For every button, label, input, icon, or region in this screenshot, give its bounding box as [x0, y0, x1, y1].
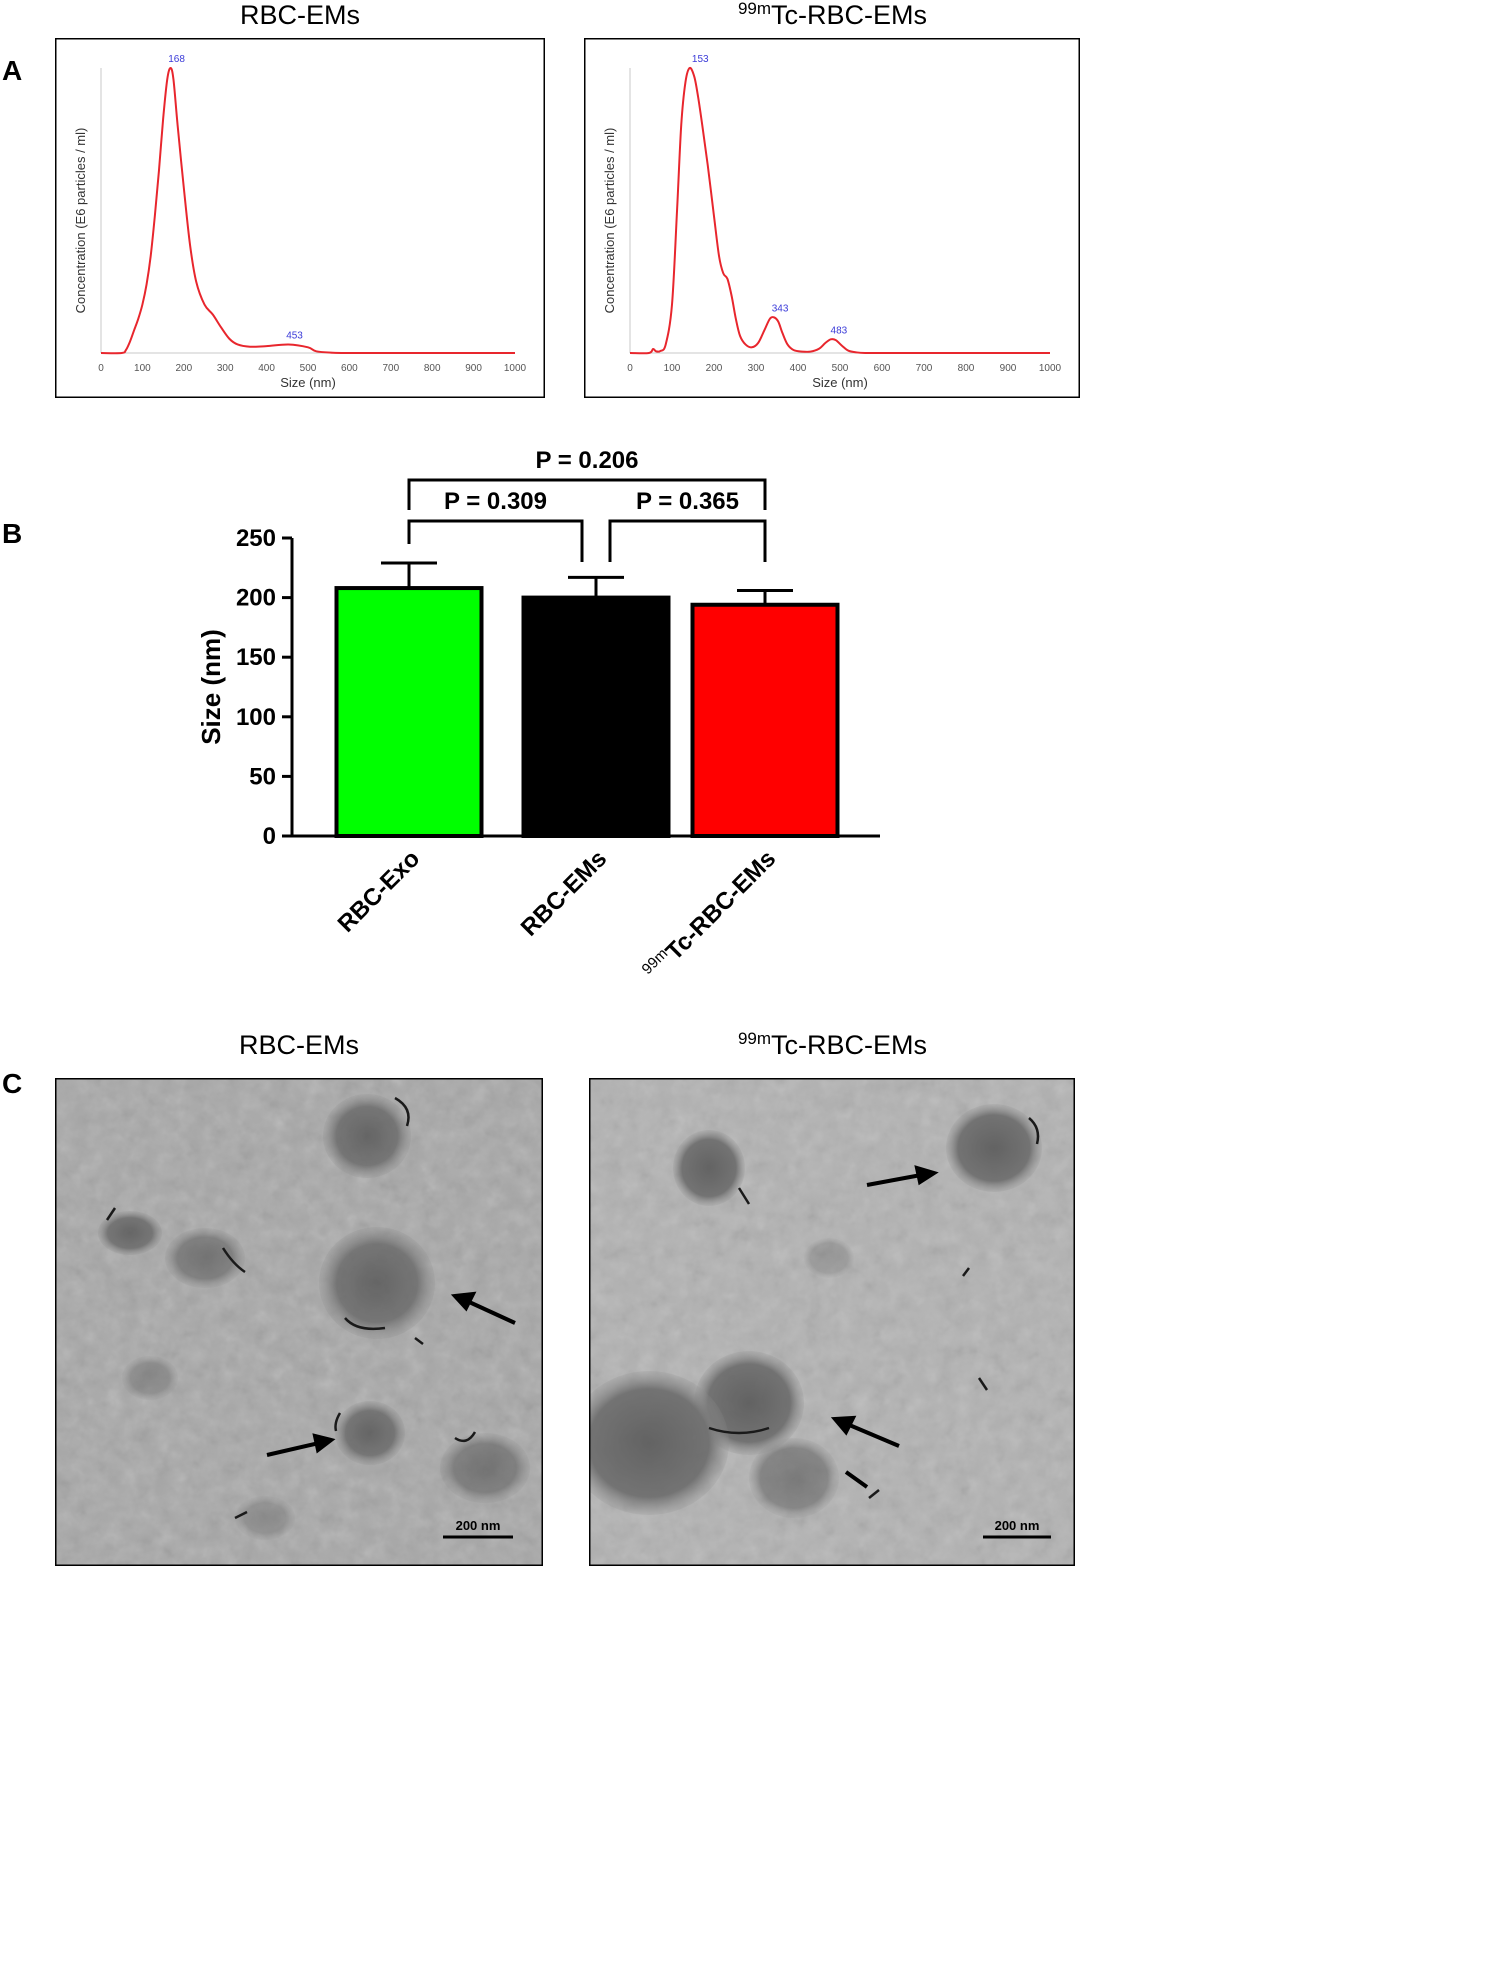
- arrows: [830, 1165, 939, 1489]
- peak-label: 153: [692, 54, 709, 65]
- panel-c-right-title-main: Tc-RBC-EMs: [771, 1030, 928, 1060]
- x-tick-label: 0: [627, 363, 633, 374]
- y-tick-label: 0: [263, 823, 276, 850]
- x-tick-label: 800: [958, 363, 975, 374]
- x-tick-label: 300: [748, 363, 765, 374]
- vesicles: [98, 1094, 530, 1540]
- y-tick-label: 250: [236, 525, 276, 552]
- panel-c-right-title-sup: 99m: [737, 1029, 772, 1048]
- y-tick-label: 50: [249, 763, 276, 790]
- x-tick-label: 0: [98, 363, 104, 374]
- bracket-exo-vs-ems-label: P = 0.309: [444, 488, 547, 515]
- nta-chart-99mtc-rbc-ems: 0 100 200 300 400 500 600 700 800 900 1000 Size (nm…: [584, 38, 1080, 398]
- x-tick-label: 200: [706, 363, 723, 374]
- x-tick-label: RBC-EMs: [516, 845, 612, 941]
- membrane-edges: [105, 1096, 477, 1520]
- size-distribution-line: [100, 66, 515, 355]
- bar-chart-size: 0 50 100 150 200 250 Size (nm) RBC-Exo RBC-EMs 99…: [196, 447, 880, 987]
- panel-a-right-title: 99mTc-RBC-EMs: [585, 0, 1080, 31]
- chart-frame: [584, 38, 1080, 398]
- x-tick-label: 500: [832, 363, 849, 374]
- scale-bar-label: 200 nm: [995, 1518, 1040, 1533]
- panel-a-right-title-sup: 99m: [737, 0, 772, 18]
- x-tick-label: 900: [465, 363, 482, 374]
- size-distribution-line: [629, 66, 1050, 355]
- bar-tc-rbc-ems: [690, 602, 840, 838]
- x-tick-label: 800: [424, 363, 441, 374]
- x-tick-label: 100: [134, 363, 151, 374]
- x-tick-label: 1000: [504, 363, 527, 374]
- panel-b-letter: B: [2, 518, 23, 549]
- bracket-exo-vs-tc: [407, 478, 767, 510]
- x-tick-label: 300: [217, 363, 234, 374]
- peak-label: 483: [831, 325, 848, 336]
- peak-label: 453: [286, 330, 303, 341]
- x-tick-label: 100: [664, 363, 681, 374]
- panel-a-right-title-main: Tc-RBC-EMs: [771, 0, 928, 30]
- scale-bar-label: 200 nm: [456, 1518, 501, 1533]
- x-tick-label: 700: [382, 363, 399, 374]
- chart-frame: [55, 38, 545, 398]
- x-tick-label: 1000: [1039, 363, 1062, 374]
- x-tick-label-main: Tc-RBC-EMs: [661, 845, 782, 966]
- panel-a-left-title: RBC-EMs: [240, 0, 360, 30]
- vesicles: [589, 1104, 1042, 1518]
- x-tick-label: 99mTc-RBC-EMs: [639, 844, 782, 987]
- bracket-ems-vs-tc: [608, 519, 767, 562]
- x-tick-label: 600: [341, 363, 358, 374]
- x-axis-label: Size (nm): [280, 375, 336, 390]
- tem-image-rbc-ems: 200 nm: [55, 1078, 543, 1566]
- nta-chart-rbc-ems: 0 100 200 300 400 500 600 700 800 900 1000 Size (nm…: [55, 38, 545, 398]
- bracket-ems-vs-tc-label: P = 0.365: [636, 488, 739, 515]
- panel-c-right-title: 99mTc-RBC-EMs: [590, 1030, 1075, 1061]
- x-tick-label: 700: [916, 363, 933, 374]
- x-tick-label: 400: [258, 363, 275, 374]
- x-tick-label: 900: [1000, 363, 1017, 374]
- panel-c-left-title: RBC-EMs: [239, 1030, 359, 1060]
- x-axis-label: Size (nm): [812, 375, 868, 390]
- bracket-exo-vs-ems: [407, 519, 584, 562]
- peak-label: 168: [168, 54, 185, 65]
- y-axis-label: Concentration (E6 particles / ml): [73, 128, 88, 314]
- arrows: [266, 1291, 516, 1457]
- peak-label: 343: [772, 303, 789, 314]
- y-axis-label: Size (nm): [196, 629, 226, 745]
- y-tick-label: 100: [236, 704, 276, 731]
- x-tick-label: RBC-Exo: [333, 845, 426, 938]
- membrane-edges: [708, 1117, 1040, 1499]
- x-tick-label: 600: [874, 363, 891, 374]
- bar-rbc-exo: [334, 586, 484, 838]
- x-tick-label: 200: [175, 363, 192, 374]
- tem-image-99mtc-rbc-ems: 200 nm: [589, 1078, 1075, 1566]
- panel-a-letter: A: [2, 55, 23, 86]
- bracket-exo-vs-tc-label: P = 0.206: [536, 447, 639, 474]
- y-axis-label: Concentration (E6 particles / ml): [602, 128, 617, 314]
- y-tick-label: 150: [236, 644, 276, 671]
- x-tick-label: 400: [790, 363, 807, 374]
- x-tick-label: 500: [300, 363, 317, 374]
- panel-c-letter: C: [2, 1068, 23, 1099]
- y-tick-label: 200: [236, 585, 276, 612]
- bar-rbc-ems: [521, 595, 671, 838]
